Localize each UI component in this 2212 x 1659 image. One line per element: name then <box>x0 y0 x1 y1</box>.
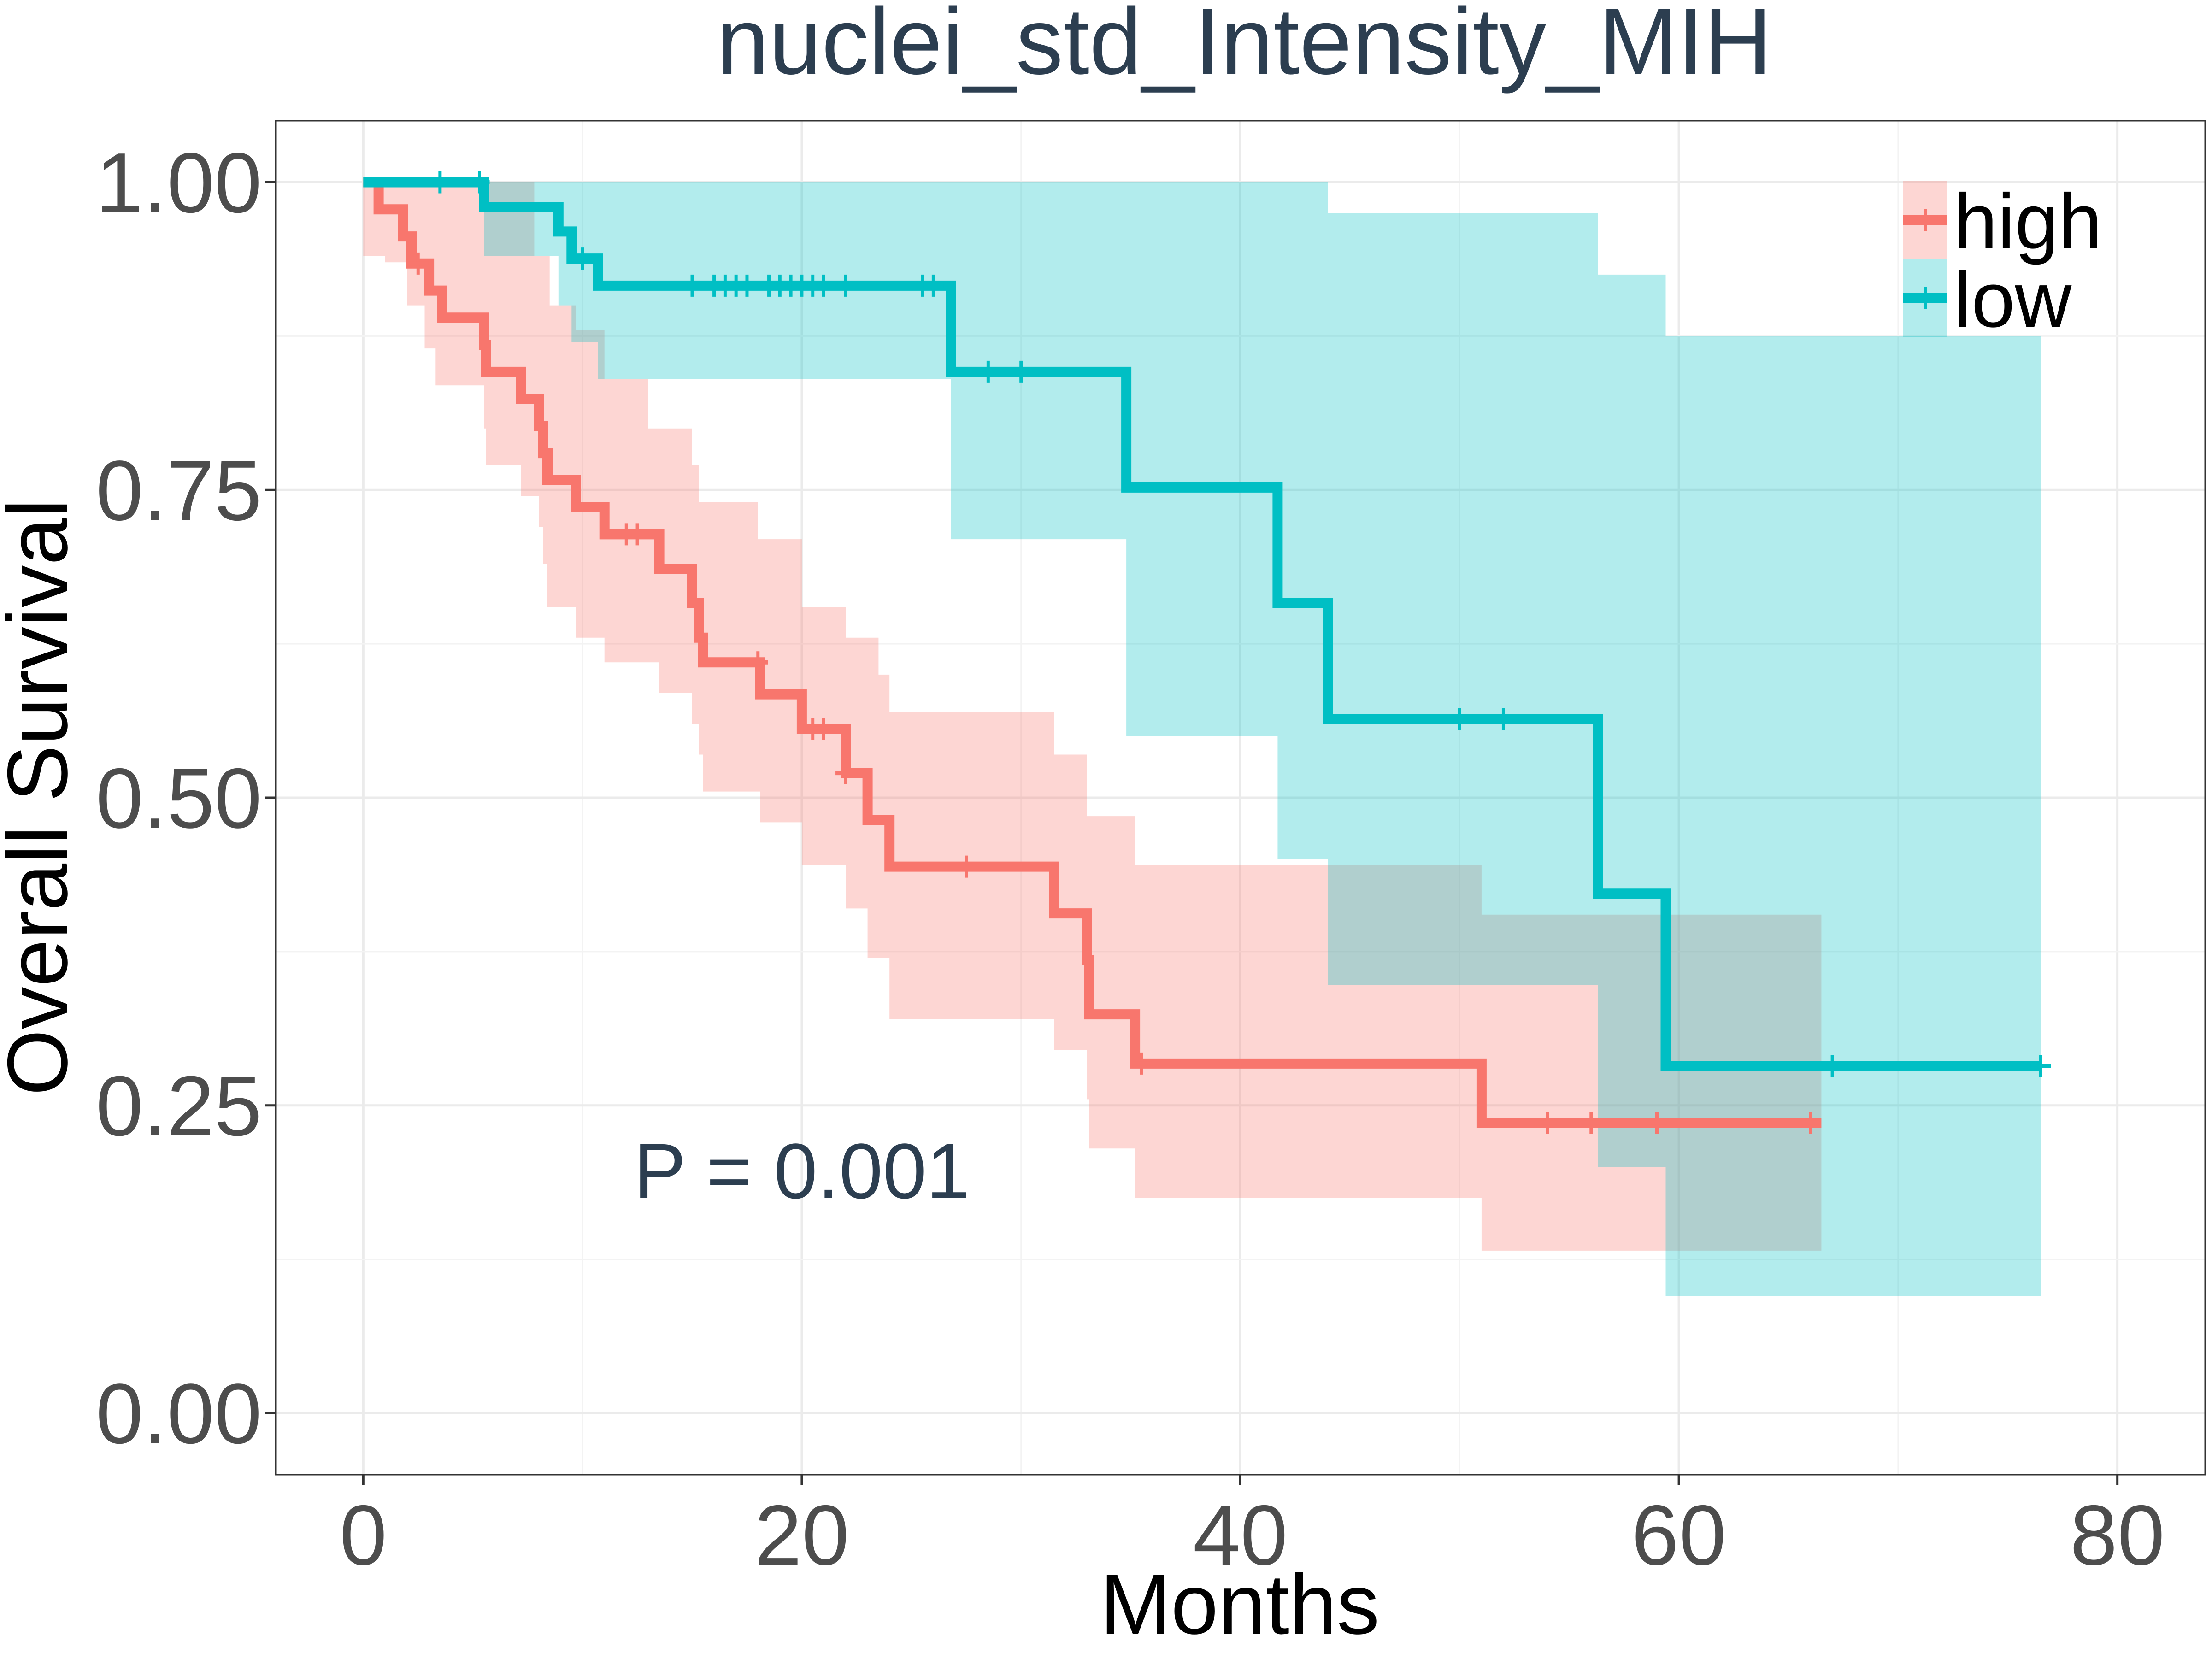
survival-curve-high <box>363 177 1822 1128</box>
axes: 0 20 40 60 80 0.00 0.25 0.50 0.75 1.00 <box>96 136 2165 1583</box>
p-value-annotation: P = 0.001 <box>634 1128 970 1215</box>
y-tick-label: 1.00 <box>96 136 262 231</box>
y-tick-label: 0.75 <box>96 443 262 538</box>
y-tick-label: 0.25 <box>96 1059 262 1154</box>
x-tick-label: 20 <box>754 1488 849 1583</box>
y-axis-label: Overall Survival <box>0 499 85 1095</box>
ci-band-low <box>363 182 2041 1296</box>
censor-marks <box>408 171 2051 1134</box>
survival-curves <box>363 177 2041 1128</box>
x-tick-label: 0 <box>340 1488 387 1583</box>
x-tick-label: 60 <box>1631 1488 1726 1583</box>
legend-label-high: high <box>1954 178 2102 265</box>
chart-title: nuclei_std_Intensity_MIH <box>717 0 1772 94</box>
x-axis-label: Months <box>1100 1557 1380 1652</box>
confidence-bands <box>363 182 2041 1296</box>
x-tick-label: 40 <box>1193 1488 1288 1583</box>
x-tick-label: 80 <box>2070 1488 2165 1583</box>
y-tick-label: 0.00 <box>96 1366 262 1461</box>
y-tick-label: 0.50 <box>96 751 262 846</box>
survival-curve-low <box>363 177 2041 1071</box>
ci-band-high <box>363 182 1822 1251</box>
legend-label-low: low <box>1954 256 2072 344</box>
grid <box>276 121 2205 1475</box>
